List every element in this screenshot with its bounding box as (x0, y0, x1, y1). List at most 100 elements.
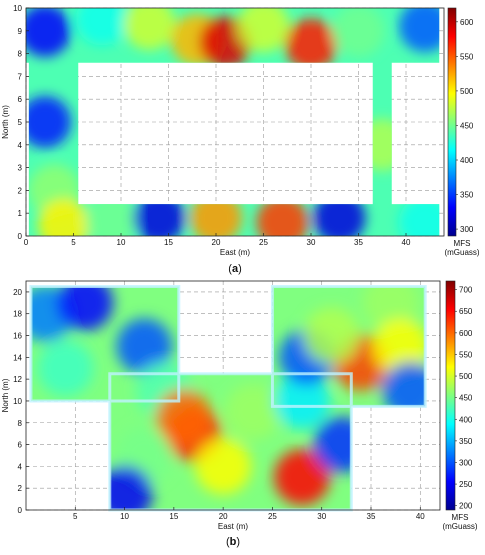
y-tick-label: 9 (18, 27, 23, 36)
panel-b-caption: (b) (226, 536, 240, 548)
panel-b-plot-frame (25, 280, 441, 511)
panel-a-colorbar-unit: (mGuass) (444, 248, 479, 257)
field-sample (37, 340, 94, 397)
y-tick-label: 10 (13, 397, 22, 406)
colorbar-tick-label: 650 (459, 307, 473, 316)
x-tick-label: 5 (73, 512, 78, 521)
panel-b-y-ticks: 0 2 4 6 8 10 12 14 16 18 20 (13, 288, 29, 515)
colorbar-tick-label: 500 (460, 87, 474, 96)
field-sample (76, 8, 128, 46)
y-tick-label: 2 (18, 186, 23, 195)
colorbar-tick-label: 200 (459, 502, 473, 511)
y-tick-label: 20 (13, 288, 22, 297)
x-tick-label: 20 (212, 238, 221, 247)
field-sample (237, 8, 290, 53)
colorbar-tick-label: 700 (459, 286, 473, 295)
field-sample (26, 8, 71, 57)
y-tick-label: 14 (13, 353, 22, 362)
field-sample (372, 318, 426, 375)
field-sample (256, 196, 309, 236)
y-tick-label: 5 (18, 118, 23, 127)
field-sample (190, 191, 242, 236)
field-sample (85, 194, 138, 236)
field-sample (399, 196, 440, 236)
field-sample (26, 96, 71, 148)
x-tick-label: 5 (71, 238, 76, 247)
colorbar-gradient (445, 280, 456, 511)
field-sample (313, 416, 370, 473)
field-sample (155, 389, 212, 446)
x-tick-label: 35 (354, 238, 363, 247)
colorbar-tick-label: 600 (460, 18, 474, 27)
field-sample (285, 18, 337, 71)
colorbar-tick-label: 250 (459, 480, 473, 489)
x-tick-label: 30 (317, 512, 326, 521)
panel-a-colorbar: 300 350 400 450 500 550 600 (447, 7, 474, 237)
y-tick-label: 0 (18, 506, 23, 515)
field-sample (274, 372, 330, 429)
y-tick-label: 4 (18, 141, 23, 150)
panel-b-x-axis-label: East (m) (218, 522, 249, 531)
y-tick-label: 2 (18, 484, 23, 493)
y-tick-label: 8 (18, 50, 23, 59)
colorbar-gradient (447, 7, 457, 237)
panel-a: 0 5 10 15 20 25 30 35 40 0 1 2 3 4 5 6 7 8 9 10 East (m) N… (1, 4, 480, 275)
colorbar-tick-label: 500 (459, 372, 473, 381)
panel-a-x-ticks: 0 5 10 15 20 25 30 35 40 (24, 233, 411, 247)
panel-b-colorbar-unit: (mGuass) (442, 522, 477, 531)
field-sample (332, 8, 385, 57)
field-sample (274, 449, 330, 506)
panel-b-heatmap (30, 286, 426, 510)
field-sample (57, 286, 114, 331)
x-tick-label: 0 (24, 238, 29, 247)
x-tick-label: 40 (416, 512, 425, 521)
y-tick-label: 6 (18, 95, 23, 104)
y-tick-label: 16 (13, 332, 22, 341)
y-tick-label: 4 (18, 462, 23, 471)
x-tick-label: 20 (219, 512, 228, 521)
colorbar-tick-label: 400 (460, 156, 474, 165)
colorbar-tick-label: 350 (459, 437, 473, 446)
field-sample (313, 191, 366, 236)
panel-b-colorbar-title: MFS (452, 513, 469, 522)
colorbar-tick-label: 300 (459, 458, 473, 467)
y-tick-label: 6 (18, 441, 23, 450)
field-sample (133, 191, 185, 236)
field-sample (303, 307, 360, 364)
field-sample (224, 383, 281, 440)
panel-a-y-ticks: 0 1 2 3 4 5 6 7 8 9 10 (13, 4, 29, 241)
colorbar-tick-label: 350 (460, 191, 474, 200)
field-sample (399, 8, 440, 53)
y-tick-label: 7 (18, 72, 23, 81)
x-tick-label: 40 (402, 238, 411, 247)
panel-a-heatmap (26, 8, 440, 236)
y-tick-label: 3 (18, 164, 23, 173)
x-tick-label: 15 (169, 512, 178, 521)
field-sample (116, 318, 173, 375)
panel-b-y-axis-label: North (m) (1, 378, 10, 412)
panel-a-caption: (a) (228, 263, 241, 275)
colorbar-tick-label: 550 (459, 350, 473, 359)
field-sample (382, 362, 426, 419)
colorbar-tick-label: 550 (460, 52, 474, 61)
panel-b-colorbar: 200 250 300 350 400 450 500 550 600 650 700 (445, 280, 473, 511)
y-tick-label: 10 (13, 4, 22, 13)
field-sample (362, 286, 419, 331)
panel-b-x-ticks: 5 10 15 20 25 30 35 40 (73, 507, 425, 521)
x-tick-label: 10 (120, 512, 129, 521)
colorbar-tick-label: 600 (459, 329, 473, 338)
colorbar-tick-label: 450 (459, 394, 473, 403)
x-tick-label: 35 (367, 512, 376, 521)
x-tick-label: 25 (259, 238, 268, 247)
field-sample (123, 8, 176, 50)
colorbar-tick-label: 400 (459, 415, 473, 424)
y-tick-label: 12 (13, 375, 22, 384)
y-tick-label: 18 (13, 310, 22, 319)
field-sample (195, 438, 252, 495)
x-tick-label: 30 (307, 238, 316, 247)
panel-b: 5 10 15 20 25 30 35 40 0 2 4 6 8 10 12 14 16 18 20 East (… (1, 280, 478, 548)
x-tick-label: 25 (268, 512, 277, 521)
field-sample (38, 198, 90, 236)
colorbar-tick-label: 300 (460, 225, 474, 234)
